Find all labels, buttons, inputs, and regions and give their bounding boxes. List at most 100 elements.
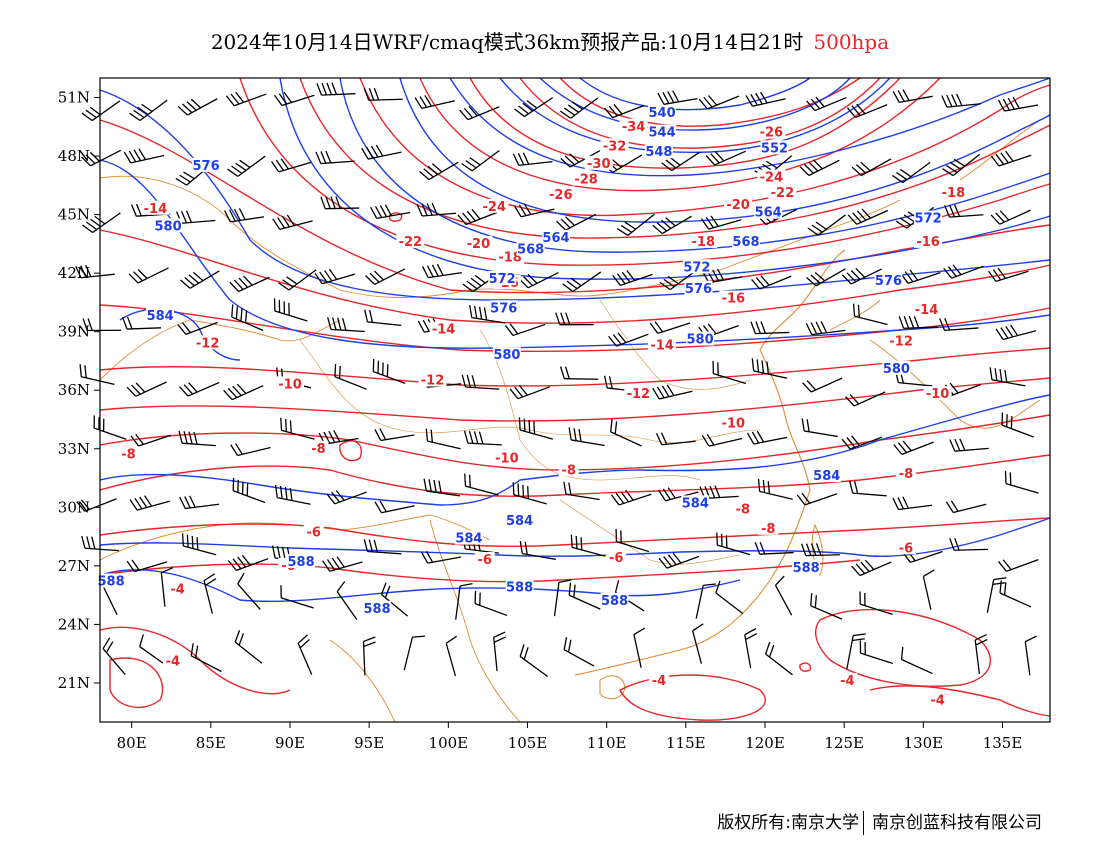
wind-barb xyxy=(363,539,402,555)
wind-barb xyxy=(177,98,218,116)
temperature-contour xyxy=(469,77,901,169)
contour-label: 588 xyxy=(506,580,533,595)
wind-barb xyxy=(556,213,597,231)
wind-barb xyxy=(75,264,115,279)
x-tick-label: 120E xyxy=(745,734,785,752)
contour-label: -8 xyxy=(736,502,750,517)
wind-barb xyxy=(988,267,1029,282)
wind-barb xyxy=(474,590,508,617)
contour-label: 544 xyxy=(649,126,676,141)
wind-barb xyxy=(126,381,167,397)
wind-barb xyxy=(995,324,1037,341)
label-halo xyxy=(308,440,329,455)
wind-barb xyxy=(445,635,458,677)
height-contour xyxy=(99,394,1051,506)
wind-barb xyxy=(423,478,461,497)
wind-barb xyxy=(746,430,788,445)
contour-label: -8 xyxy=(761,522,775,537)
contour-label: -14 xyxy=(915,303,939,318)
contour-label: 576 xyxy=(685,282,712,297)
wind-barb xyxy=(990,209,1031,225)
height-contour xyxy=(279,77,1051,280)
label-halo xyxy=(648,105,677,120)
wind-barb xyxy=(504,323,546,337)
contour-label: -12 xyxy=(421,373,445,388)
wind-barb xyxy=(76,498,117,512)
wind-barb xyxy=(327,317,365,333)
wind-barb xyxy=(336,581,358,620)
label-halo xyxy=(912,302,941,317)
contour-label: 588 xyxy=(364,602,391,617)
wind-barb xyxy=(555,312,594,326)
country-boundary xyxy=(329,639,396,723)
temperature-contour xyxy=(239,77,1051,266)
wind-barb xyxy=(745,91,786,107)
wind-barb xyxy=(518,417,554,440)
wind-barb xyxy=(750,321,790,335)
copyright-right: 南京创蓝科技有限公司 xyxy=(872,813,1042,833)
wind-barb xyxy=(800,543,840,557)
wind-barb xyxy=(129,99,168,122)
height-contour xyxy=(399,77,1051,223)
wind-barb xyxy=(774,575,793,616)
label-halo xyxy=(923,386,952,401)
wind-barb xyxy=(297,634,313,675)
wind-barb xyxy=(846,633,866,670)
y-tick-label: 39N xyxy=(58,323,90,341)
height-contour xyxy=(339,77,1051,253)
contour-label: 588 xyxy=(98,574,125,589)
temperature-contour xyxy=(99,559,861,583)
contour-label: -20 xyxy=(467,237,491,252)
wind-barbs xyxy=(75,82,1039,678)
x-tick-label: 95E xyxy=(354,734,384,752)
contour-label: -20 xyxy=(726,198,750,213)
wind-barb xyxy=(190,643,222,673)
label-halo xyxy=(429,321,458,336)
wind-barb xyxy=(203,573,217,614)
contour-label: 552 xyxy=(761,141,788,156)
temperature-contour xyxy=(559,77,861,127)
wind-barb xyxy=(178,430,217,447)
x-tick-label: 80E xyxy=(117,734,147,752)
wind-barb xyxy=(633,627,646,668)
contour-label: 572 xyxy=(683,260,710,275)
label-halo xyxy=(474,552,495,567)
temperature-contour xyxy=(99,377,1051,422)
wind-barb xyxy=(179,381,220,397)
y-tick-label: 33N xyxy=(58,440,90,458)
contour-label: -16 xyxy=(916,235,940,250)
temperature-contour xyxy=(99,347,1051,387)
label-halo xyxy=(757,169,786,184)
label-halo xyxy=(454,530,483,545)
wind-barb xyxy=(1004,470,1039,494)
wind-barb xyxy=(370,204,411,220)
y-tick-label: 27N xyxy=(58,557,90,575)
wind-barb xyxy=(652,384,693,400)
wind-barb xyxy=(362,636,376,676)
wind-barb xyxy=(841,267,882,285)
wind-barb xyxy=(610,419,642,447)
contour-label: 576 xyxy=(875,274,902,289)
temperature-contour xyxy=(388,212,403,222)
wind-barb xyxy=(559,97,599,119)
label-halo xyxy=(682,259,711,274)
coastline xyxy=(869,339,1041,429)
wind-barb xyxy=(615,528,650,553)
country-boundary xyxy=(99,319,341,381)
temperature-contour xyxy=(99,414,1051,471)
wind-barb xyxy=(892,161,931,184)
label-halo xyxy=(492,347,521,362)
height-contour xyxy=(499,77,891,154)
wind-barb xyxy=(79,364,115,385)
wind-barb xyxy=(616,213,655,236)
temperature-labels: -34-32-30-28-26-26-24-24-22-22-20-20-18-… xyxy=(118,118,968,709)
wind-barb xyxy=(372,358,406,385)
label-halo xyxy=(192,157,221,172)
contour-label: 584 xyxy=(682,496,709,511)
height-contour xyxy=(539,77,851,131)
contour-label: -4 xyxy=(652,674,666,689)
wind-barb xyxy=(997,558,1039,572)
y-tick-label: 48N xyxy=(58,147,90,165)
wind-barb xyxy=(810,593,843,620)
